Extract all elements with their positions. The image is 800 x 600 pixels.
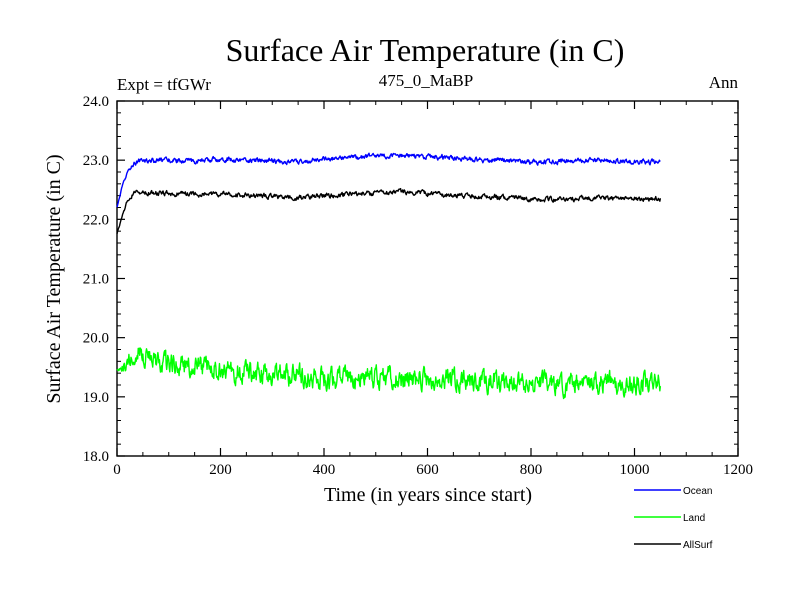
x-axis-label: Time (in years since start) bbox=[324, 484, 532, 506]
chart-subtitle-right: Ann bbox=[709, 73, 739, 92]
series-line-ocean bbox=[116, 152, 661, 208]
chart-subtitle-left: Expt = tfGWr bbox=[117, 75, 211, 94]
x-tick-label: 800 bbox=[520, 462, 543, 478]
tick-labels: 0 200 400 600 800 1000 1200 18.0 19.0 20.0 21.0 22.… bbox=[83, 94, 753, 478]
legend-label-allsurf: AllSurf bbox=[683, 540, 713, 551]
series-line-allsurf bbox=[116, 187, 662, 234]
y-tick-label: 18.0 bbox=[83, 449, 109, 465]
x-tick-label: 0 bbox=[113, 462, 121, 478]
x-tick-label: 1000 bbox=[620, 462, 650, 478]
y-tick-label: 19.0 bbox=[83, 390, 109, 406]
legend: Ocean Land AllSurf bbox=[634, 486, 713, 551]
series-line-land bbox=[116, 347, 662, 400]
x-tick-label: 600 bbox=[416, 462, 439, 478]
y-tick-label: 20.0 bbox=[83, 331, 109, 347]
legend-label-land: Land bbox=[683, 513, 705, 524]
x-tick-label: 1200 bbox=[723, 462, 753, 478]
y-tick-label: 21.0 bbox=[83, 272, 109, 288]
series-lines bbox=[116, 152, 662, 400]
y-axis-label: Surface Air Temperature (in C) bbox=[43, 154, 65, 403]
legend-label-ocean: Ocean bbox=[683, 486, 712, 497]
chart-title: Surface Air Temperature (in C) bbox=[226, 32, 625, 68]
y-tick-label: 22.0 bbox=[83, 212, 109, 228]
x-tick-label: 400 bbox=[313, 462, 336, 478]
x-tick-label: 200 bbox=[209, 462, 232, 478]
tick-marks bbox=[116, 100, 739, 457]
chart-subtitle-center: 475_0_MaBP bbox=[379, 71, 473, 90]
y-tick-label: 23.0 bbox=[83, 153, 109, 169]
y-tick-label: 24.0 bbox=[83, 94, 109, 110]
